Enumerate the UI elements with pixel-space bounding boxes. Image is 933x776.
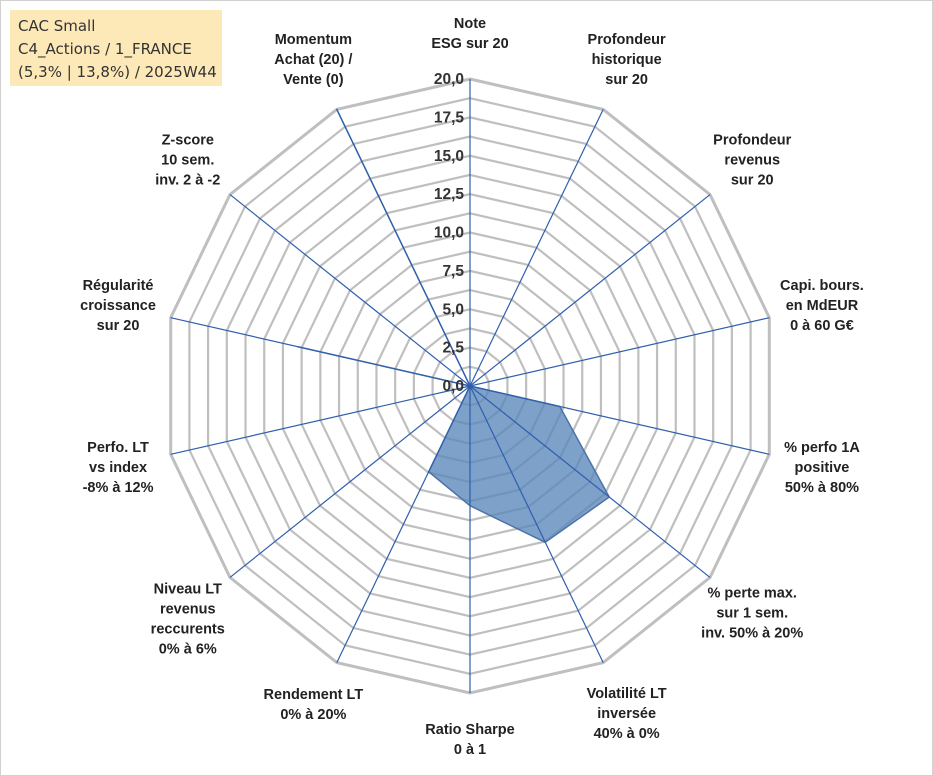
axis-spoke xyxy=(336,385,471,663)
tick-label: 5,0 xyxy=(442,301,464,318)
axis-spoke xyxy=(229,194,471,387)
axis-label: Profondeur historique sur 20 xyxy=(588,32,666,88)
axis-label: Volatilité LT inversée 40% à 0% xyxy=(587,686,667,742)
tick-label: 20,0 xyxy=(434,71,464,88)
axis-spoke xyxy=(229,385,471,578)
axis-label: Profondeur revenus sur 20 xyxy=(713,133,791,189)
tick-label-layer: 0,0 2,5 5,0 7,5 10,0 12,5 15,0 17,5 20,0 xyxy=(434,71,465,395)
axis-label: Niveau LT revenus reccurents 0% à 6% xyxy=(151,582,225,658)
axis-label: % perfo 1A positive 50% à 80% xyxy=(784,440,860,496)
axis-label: Note ESG sur 20 xyxy=(431,16,508,52)
title-line-1: CAC Small xyxy=(18,17,96,35)
title-box: CAC Small C4_Actions / 1_FRANCE (5,3% | … xyxy=(10,10,222,86)
axis-label: Z-score 10 sem. inv. 2 à -2 xyxy=(155,133,220,189)
tick-label: 17,5 xyxy=(434,109,465,126)
tick-label: 15,0 xyxy=(434,148,464,165)
axis-label: % perte max. sur 1 sem. inv. 50% à 20% xyxy=(701,585,803,641)
tick-label: 12,5 xyxy=(434,186,465,203)
tick-label: 10,0 xyxy=(434,225,464,242)
tick-label: 2,5 xyxy=(442,340,464,357)
axis-label: Capi. bours. en MdEUR 0 à 60 G€ xyxy=(780,278,864,334)
axis-spoke xyxy=(469,385,770,455)
tick-label: 7,5 xyxy=(442,263,464,280)
axis-spoke xyxy=(469,385,711,578)
axis-spoke xyxy=(469,317,770,387)
axis-spoke xyxy=(170,385,471,455)
spoke-layer xyxy=(170,79,770,693)
axis-spoke xyxy=(469,109,604,387)
tick-label: 0,0 xyxy=(442,378,464,395)
axis-label-layer: Note ESG sur 20 Profondeur historique sur 20… xyxy=(80,16,864,758)
axis-label: Ratio Sharpe 0 à 1 xyxy=(425,722,514,758)
axis-label: Rendement LT 0% à 20% xyxy=(264,687,364,723)
axis-label: Perfo. LT vs index -8% à 12% xyxy=(83,440,154,496)
title-line-2: C4_Actions / 1_FRANCE xyxy=(18,40,192,58)
title-line-3: (5,3% | 13,8%) / 2025W44 xyxy=(18,63,217,81)
axis-spoke xyxy=(469,385,604,663)
axis-spoke xyxy=(336,109,471,387)
axis-spoke xyxy=(469,194,711,387)
axis-spoke xyxy=(170,317,471,387)
axis-label: Régularité croissance sur 20 xyxy=(80,278,156,334)
axis-label: Momentum Achat (20) / Vente (0) xyxy=(274,32,352,88)
